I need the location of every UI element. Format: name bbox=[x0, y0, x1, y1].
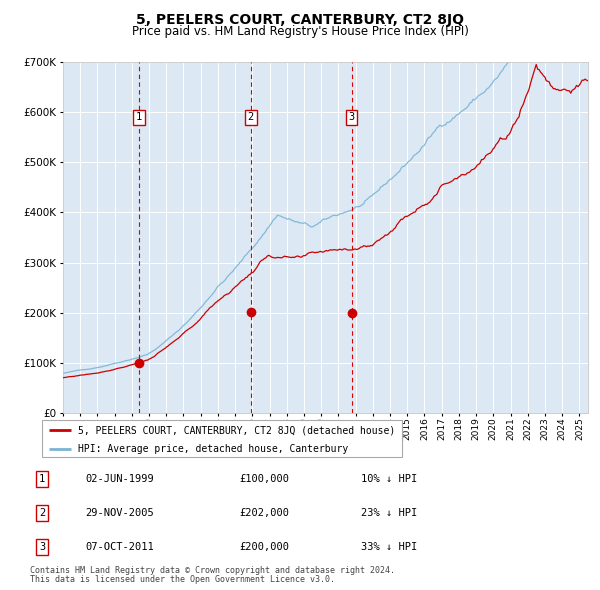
Text: 3: 3 bbox=[349, 112, 355, 122]
Text: 5, PEELERS COURT, CANTERBURY, CT2 8JQ (detached house): 5, PEELERS COURT, CANTERBURY, CT2 8JQ (d… bbox=[78, 425, 395, 435]
Text: 2: 2 bbox=[248, 112, 254, 122]
Text: Contains HM Land Registry data © Crown copyright and database right 2024.: Contains HM Land Registry data © Crown c… bbox=[30, 566, 395, 575]
Text: 1: 1 bbox=[136, 112, 142, 122]
Text: 07-OCT-2011: 07-OCT-2011 bbox=[85, 542, 154, 552]
Text: £100,000: £100,000 bbox=[240, 474, 290, 484]
Text: 2: 2 bbox=[39, 508, 45, 518]
Text: £200,000: £200,000 bbox=[240, 542, 290, 552]
Text: 33% ↓ HPI: 33% ↓ HPI bbox=[361, 542, 418, 552]
Text: £202,000: £202,000 bbox=[240, 508, 290, 518]
Text: 1: 1 bbox=[39, 474, 45, 484]
Text: 10% ↓ HPI: 10% ↓ HPI bbox=[361, 474, 418, 484]
Text: 23% ↓ HPI: 23% ↓ HPI bbox=[361, 508, 418, 518]
Text: 5, PEELERS COURT, CANTERBURY, CT2 8JQ: 5, PEELERS COURT, CANTERBURY, CT2 8JQ bbox=[136, 13, 464, 27]
Text: 02-JUN-1999: 02-JUN-1999 bbox=[85, 474, 154, 484]
Text: 3: 3 bbox=[39, 542, 45, 552]
Text: 29-NOV-2005: 29-NOV-2005 bbox=[85, 508, 154, 518]
Text: HPI: Average price, detached house, Canterbury: HPI: Average price, detached house, Cant… bbox=[78, 444, 348, 454]
Text: This data is licensed under the Open Government Licence v3.0.: This data is licensed under the Open Gov… bbox=[30, 575, 335, 584]
Text: Price paid vs. HM Land Registry's House Price Index (HPI): Price paid vs. HM Land Registry's House … bbox=[131, 25, 469, 38]
